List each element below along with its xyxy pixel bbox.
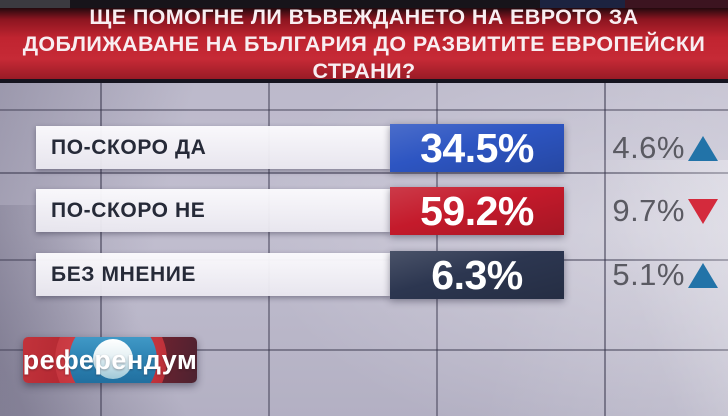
answer-label: ПО-СКОРО НЕ (36, 189, 390, 232)
change-value: 5.1% (612, 257, 685, 292)
result-row-no-opinion: БЕЗ МНЕНИЕ 6.3% 5.1% (35, 251, 718, 299)
answer-label: БЕЗ МНЕНИЕ (36, 253, 390, 296)
result-value-box: 34.5% (390, 124, 564, 172)
result-value: 59.2% (420, 187, 534, 234)
trend-down-icon (688, 198, 718, 224)
logo-wordmark: референдум (23, 344, 197, 375)
result-value-box: 59.2% (390, 187, 564, 235)
answer-label: ПО-СКОРО ДА (36, 126, 390, 169)
trend-up-icon (688, 135, 718, 161)
question-text: ЩЕ ПОМОГНЕ ЛИ ВЪВЕЖДАНЕТО НА ЕВРОТО ЗА Д… (22, 5, 706, 83)
trend-up-icon (688, 262, 718, 288)
wall-reflection-left (0, 205, 235, 416)
referendum-program-logo: референдум (23, 337, 197, 383)
result-row-no: ПО-СКОРО НЕ 59.2% 9.7% (35, 187, 718, 235)
result-row-yes: ПО-СКОРО ДА 34.5% 4.6% (35, 124, 718, 172)
change-indicator: 5.1% (612, 251, 718, 299)
change-value: 9.7% (612, 193, 685, 228)
logo-light-circle-icon (93, 339, 133, 379)
change-indicator: 4.6% (612, 124, 718, 172)
result-value: 6.3% (431, 251, 523, 298)
result-value: 34.5% (420, 124, 534, 171)
change-value: 4.6% (612, 130, 685, 165)
question-banner: ЩЕ ПОМОГНЕ ЛИ ВЪВЕЖДАНЕТО НА ЕВРОТО ЗА Д… (0, 5, 728, 83)
change-indicator: 9.7% (612, 187, 718, 235)
result-value-box: 6.3% (390, 251, 564, 299)
